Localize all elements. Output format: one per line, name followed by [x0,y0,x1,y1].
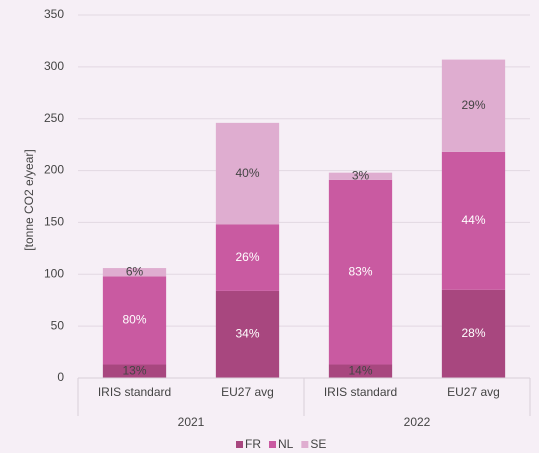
bar-segment [328,172,393,180]
group-label: 2021 [178,415,205,429]
y-tick-label: 100 [44,266,64,280]
data-label: 40% [235,166,259,180]
bar-segment [328,364,393,378]
data-label: 3% [352,168,370,182]
data-label: 83% [348,264,372,278]
bar-segment [215,224,280,291]
y-axis-label: [tonne CO2 e/year] [22,149,36,250]
legend-label: NL [278,437,294,451]
data-label: 44% [461,213,485,227]
bar-segment [102,276,167,365]
y-tick-label: 50 [51,318,65,332]
y-tick-label: 200 [44,163,64,177]
data-label: 14% [348,363,372,377]
legend-label: SE [310,437,326,451]
group-label: 2022 [404,415,431,429]
x-tick-label: IRIS standard [98,385,171,399]
x-tick-label: EU27 avg [447,385,500,399]
data-label: 34% [235,327,259,341]
data-label: 13% [122,363,146,377]
bar-segment [102,364,167,378]
bar-segment [441,59,506,152]
y-tick-label: 350 [44,7,64,21]
bar-segment [441,151,506,290]
bar-segment [441,289,506,378]
legend-swatch [301,441,309,448]
y-tick-label: 0 [57,370,64,384]
data-label: 28% [461,326,485,340]
bar-segment [102,268,167,277]
legend-swatch [269,441,276,448]
bar-segment [215,122,280,225]
x-tick-label: EU27 avg [221,385,274,399]
y-tick-label: 250 [44,111,64,125]
bar-segment [215,290,280,378]
data-label: 29% [461,98,485,112]
data-label: 26% [235,250,259,264]
bar-segment [328,179,393,365]
x-tick-label: IRIS standard [324,385,397,399]
data-label: 80% [122,313,146,327]
y-tick-label: 150 [44,215,64,229]
legend-swatch [236,441,243,448]
legend-label: FR [245,437,261,451]
y-tick-label: 300 [44,59,64,73]
data-label: 6% [126,264,144,278]
